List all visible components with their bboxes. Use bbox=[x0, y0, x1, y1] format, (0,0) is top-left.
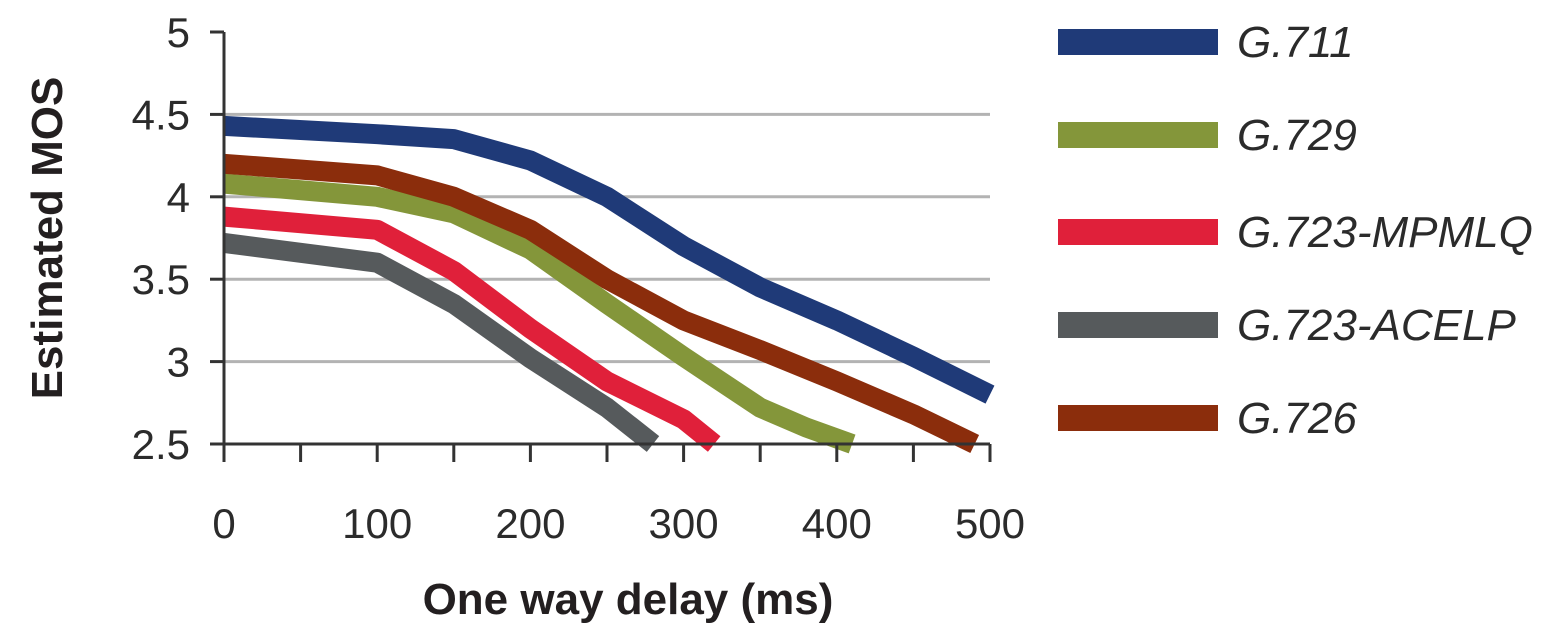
y-tick-label-0: 2.5 bbox=[132, 421, 190, 468]
series-line-g-726 bbox=[223, 153, 980, 453]
legend: G.711 G.729 G.723-MPMLQ G.723-ACELP G.726 bbox=[1058, 18, 1533, 443]
x-tick-label-3: 300 bbox=[649, 500, 719, 547]
legend-label-g-729: G.729 bbox=[1237, 111, 1357, 160]
x-tick-label-1: 100 bbox=[342, 500, 412, 547]
legend-label-g-726: G.726 bbox=[1237, 394, 1357, 443]
series-line-g-711 bbox=[223, 115, 995, 404]
y-tick-label-5: 5 bbox=[167, 9, 190, 56]
y-tick-label-3: 4 bbox=[167, 174, 190, 221]
y-tick-label-2: 3.5 bbox=[132, 256, 190, 303]
legend-swatch-g-729 bbox=[1058, 122, 1218, 148]
series-line-g-723-mpmlq bbox=[223, 206, 721, 452]
legend-swatch-g-723-mpmlq bbox=[1058, 219, 1218, 245]
series-lines bbox=[222, 115, 995, 454]
x-tick-label-5: 500 bbox=[955, 500, 1025, 547]
legend-label-g-711: G.711 bbox=[1237, 18, 1354, 67]
x-tick-label-4: 400 bbox=[802, 500, 872, 547]
legend-swatch-g-711 bbox=[1058, 29, 1218, 55]
legend-swatch-g-723-acelp bbox=[1058, 312, 1218, 338]
gridlines bbox=[224, 112, 990, 364]
x-tick-label-2: 200 bbox=[495, 500, 565, 547]
x-axis-title: One way delay (ms) bbox=[423, 575, 834, 624]
legend-label-g-723-acelp: G.723-ACELP bbox=[1237, 301, 1516, 350]
series-line-g-723-acelp bbox=[222, 232, 660, 452]
tick-labels: 0 100 200 300 400 500 2.5 3 3.5 4 4.5 5 bbox=[132, 9, 1025, 547]
series-line-g-729 bbox=[223, 173, 856, 454]
y-tick-label-1: 3 bbox=[167, 339, 190, 386]
legend-swatch-g-726 bbox=[1058, 405, 1218, 431]
axes bbox=[210, 30, 992, 462]
legend-label-g-723-mpmlq: G.723-MPMLQ bbox=[1237, 208, 1533, 257]
x-tick-label-0: 0 bbox=[212, 500, 235, 547]
y-axis-title: Estimated MOS bbox=[23, 77, 72, 400]
y-tick-label-4: 4.5 bbox=[132, 91, 190, 138]
